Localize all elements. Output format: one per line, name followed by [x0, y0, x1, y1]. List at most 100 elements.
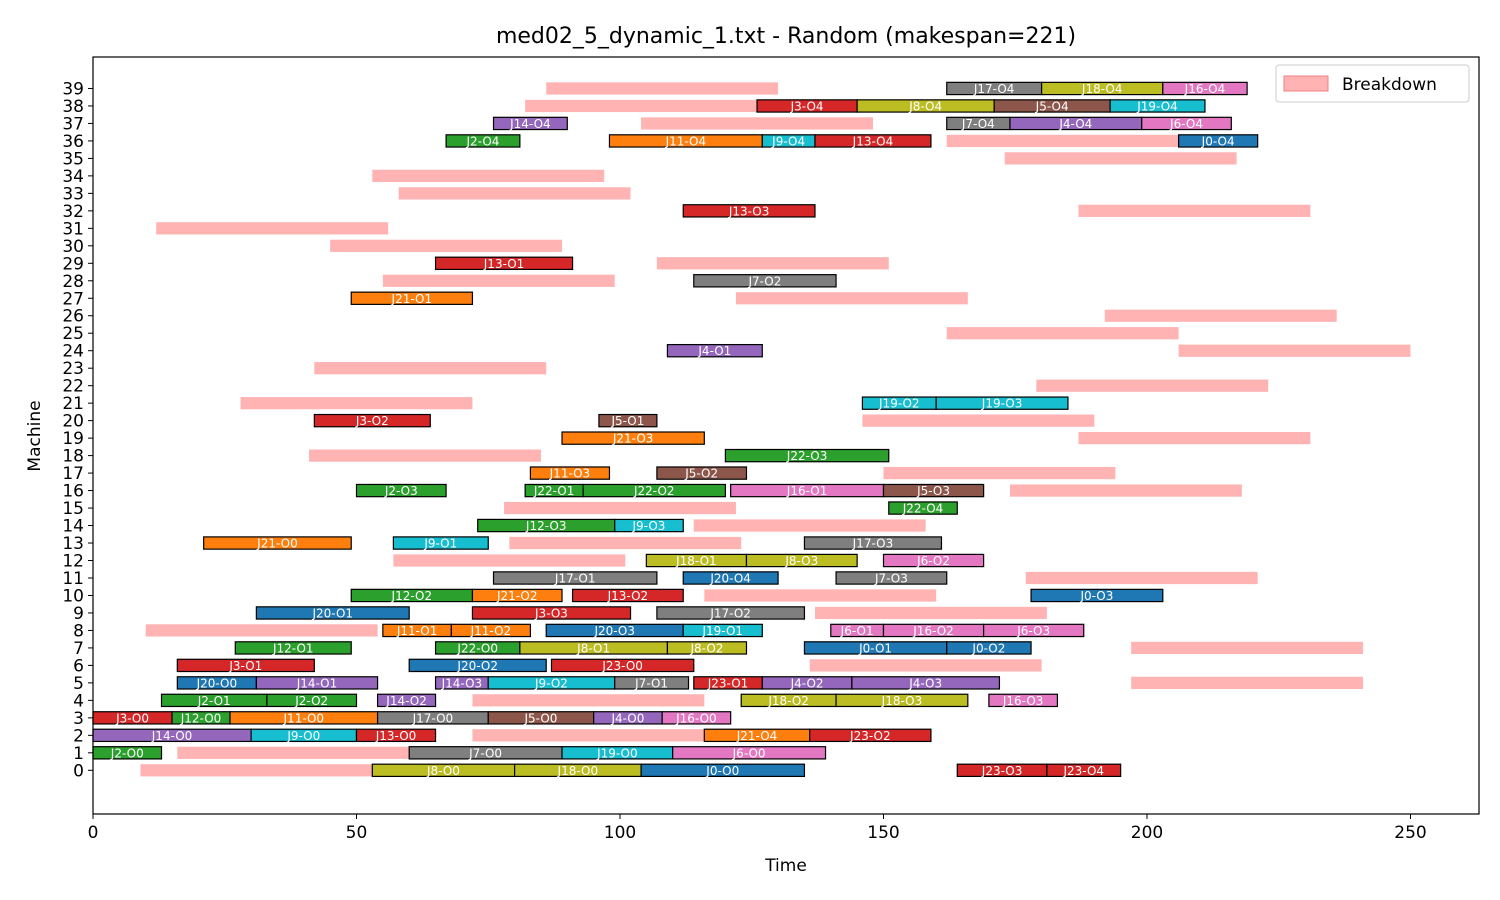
- operation-label: J18-O3: [881, 694, 923, 708]
- operation-label: J18-O2: [767, 694, 809, 708]
- operation-bar: [809, 728, 932, 743]
- y-tick-label: 34: [62, 167, 84, 187]
- operation-bar: [693, 274, 837, 288]
- operation-bar: [803, 536, 943, 550]
- x-axis: 0 50 100 150 200 250: [88, 814, 1427, 843]
- breakdown-bar: [1178, 344, 1411, 357]
- operation-bar: [355, 483, 447, 498]
- y-tick-label: 13: [62, 534, 84, 554]
- operation-bar: [946, 641, 1032, 655]
- x-tick-label: 0: [88, 823, 99, 843]
- y-tick-label: 15: [62, 499, 84, 519]
- x-tick-label: 50: [346, 823, 368, 843]
- operation-label: J4-O0: [610, 711, 644, 725]
- operation-bar: [814, 134, 932, 148]
- operation-bar: [203, 536, 352, 550]
- breakdown-bar: [809, 659, 1042, 672]
- operation-label: J20-O0: [196, 676, 238, 690]
- operation-label: J22-O4: [902, 502, 944, 516]
- operation-bar: [983, 623, 1085, 638]
- operation-label: J23-O4: [1062, 764, 1104, 778]
- operation-label: J12-O1: [272, 641, 314, 655]
- operation-label: J9-O1: [423, 537, 457, 551]
- operation-bar: [450, 623, 532, 638]
- y-tick-label: 3: [73, 709, 84, 729]
- operation-label: J17-O4: [973, 82, 1015, 96]
- breakdown-bar: [309, 449, 541, 462]
- operation-bar: [392, 536, 489, 550]
- y-tick-label: 30: [62, 237, 84, 257]
- operation-bar: [614, 676, 690, 690]
- operation-label: J16-O2: [912, 624, 954, 638]
- plot-frame: [92, 56, 1480, 815]
- y-tick-label: 27: [62, 289, 84, 309]
- breakdown-bar: [946, 134, 1179, 148]
- y-tick-label: 7: [73, 639, 84, 659]
- operation-label: J3-O3: [534, 606, 568, 620]
- operation-label: J2-O0: [110, 746, 144, 760]
- y-tick-label: 17: [62, 464, 84, 484]
- operation-label: J16-O1: [786, 484, 828, 498]
- operation-label: J12-O2: [391, 589, 433, 603]
- operation-label: J9-O0: [286, 729, 320, 743]
- operation-bar: [882, 483, 985, 498]
- y-axis: 0123456789101112131415161718192021222324…: [62, 79, 93, 781]
- y-tick-label: 23: [62, 359, 84, 379]
- y-tick-label: 6: [73, 656, 84, 676]
- operation-bar: [350, 291, 474, 305]
- operation-bar: [1046, 763, 1122, 778]
- operation-bar: [835, 693, 969, 708]
- x-tick-label: 150: [867, 823, 899, 843]
- operation-label: J6-O4: [1169, 117, 1203, 131]
- operation-label: J6-O3: [1016, 624, 1050, 638]
- breakdown-bar: [330, 239, 563, 252]
- operation-label: J19-O1: [701, 624, 743, 638]
- y-tick-label: 22: [62, 377, 84, 397]
- operation-label: J5-O0: [523, 711, 557, 725]
- operation-label: J22-O1: [533, 484, 575, 498]
- y-tick-label: 2: [73, 726, 84, 746]
- operation-label: J21-O2: [496, 589, 538, 603]
- breakdown-bar: [693, 519, 926, 532]
- operation-label: J4-O2: [790, 676, 824, 690]
- legend-swatch-breakdown: [1283, 75, 1329, 92]
- operation-label: J0-O2: [971, 641, 1005, 655]
- breakdown-bar: [946, 327, 1179, 340]
- operation-label: J16-O3: [1002, 694, 1044, 708]
- operation-label: J14-O4: [509, 117, 551, 131]
- operation-bar: [640, 763, 806, 778]
- operation-label: J23-O2: [849, 729, 891, 743]
- operation-label: J9-O3: [632, 519, 666, 533]
- operation-bar: [492, 116, 568, 131]
- y-tick-label: 37: [62, 114, 84, 134]
- operation-label: J4-O4: [1058, 117, 1092, 131]
- y-tick-label: 19: [62, 429, 84, 449]
- operation-bar: [745, 553, 858, 568]
- operation-label: J7-O1: [634, 676, 668, 690]
- breakdown-bar: [314, 362, 547, 375]
- y-tick-label: 33: [62, 184, 84, 204]
- operation-label: J19-O2: [878, 397, 920, 411]
- operation-label: J23-O1: [707, 676, 749, 690]
- operation-label: J19-O3: [981, 397, 1023, 411]
- breakdown-bar: [1104, 309, 1337, 322]
- operation-bar: [1109, 99, 1206, 113]
- operation-label: J13-O4: [852, 134, 894, 148]
- operation-label: J12-O3: [525, 519, 567, 533]
- operation-label: J8-O4: [908, 99, 942, 113]
- breakdown-bar: [145, 624, 378, 637]
- operation-label: J13-O1: [483, 257, 525, 271]
- operation-label: J19-O4: [1136, 99, 1178, 113]
- operation-label: J7-O2: [747, 274, 781, 288]
- breakdown-bar: [704, 589, 937, 602]
- breakdown-bar: [656, 257, 889, 270]
- operation-label: J8-O2: [689, 641, 723, 655]
- operation-label: J7-O0: [468, 746, 502, 760]
- y-tick-label: 4: [73, 691, 84, 711]
- operation-bar: [492, 571, 658, 585]
- y-tick-label: 21: [62, 394, 84, 414]
- breakdown-bar: [1131, 676, 1364, 689]
- y-tick-label: 10: [62, 586, 84, 606]
- operation-label: J2-O4: [466, 134, 500, 148]
- operation-label: J6-O2: [916, 554, 950, 568]
